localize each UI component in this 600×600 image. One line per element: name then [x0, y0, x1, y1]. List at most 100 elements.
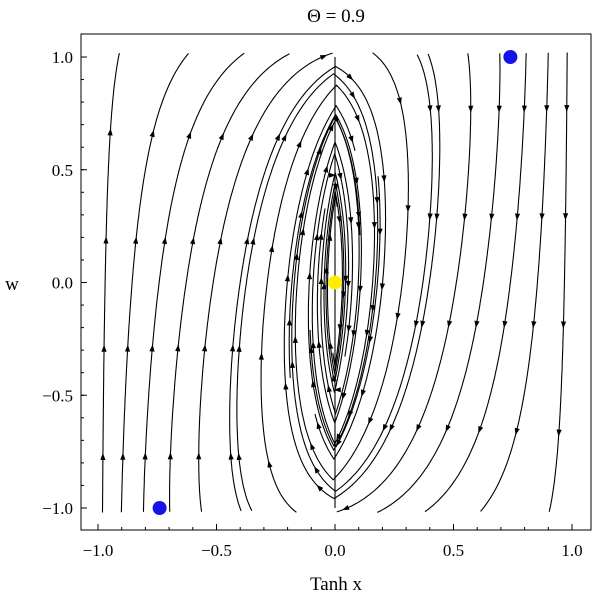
streamline-arrow	[342, 505, 350, 510]
streamline-arrow	[316, 340, 322, 348]
streamline-arrow	[564, 105, 570, 112]
streamline-arrow	[343, 275, 349, 283]
streamline-arrow	[186, 131, 192, 139]
streamline	[236, 73, 379, 512]
streamline-arrow	[100, 453, 106, 460]
streamline-arrow	[496, 105, 502, 113]
streamline-arrow	[445, 424, 451, 433]
x-tick-label: 1.0	[561, 541, 582, 560]
streamline-arrow	[268, 245, 275, 253]
markers	[152, 50, 518, 515]
streamline-arrow	[304, 168, 309, 176]
streamline-arrow	[107, 128, 113, 136]
streamline-arrow	[468, 105, 474, 113]
streamline-arrow	[236, 344, 242, 352]
streamline-arrow	[133, 236, 139, 244]
streamline-arrow	[328, 124, 334, 132]
streamline-arrow	[427, 213, 433, 221]
streamline-arrow	[345, 280, 351, 288]
streamline-arrow	[420, 320, 426, 328]
streamline-arrow	[556, 429, 562, 437]
streamline-arrow	[371, 222, 377, 229]
streamline-arrow	[161, 236, 167, 245]
streamline-arrow	[190, 237, 196, 245]
streamline-arrow	[346, 73, 354, 81]
streamline-arrow	[323, 165, 329, 173]
streamline-arrow	[274, 133, 281, 141]
fixed-point-marker	[503, 50, 518, 64]
streamline-arrow	[318, 277, 324, 285]
streamline-arrow	[333, 387, 341, 393]
streamline-arrow	[228, 452, 234, 460]
streamline-arrow	[531, 321, 537, 329]
streamline-arrow	[368, 335, 374, 344]
streamline-arrow	[395, 312, 401, 320]
streamline-arrow	[196, 452, 202, 460]
streamline-arrow	[382, 423, 388, 432]
streamline-arrow	[364, 329, 370, 337]
streamline-arrow	[124, 344, 131, 352]
streamline-arrow	[377, 228, 383, 236]
streamline-arrow	[348, 410, 354, 418]
streamline-arrow	[244, 237, 250, 245]
x-tick-label: 0.0	[324, 541, 345, 560]
streamline-arrow	[311, 380, 317, 388]
streamline	[198, 52, 333, 512]
streamline-arrow	[427, 105, 433, 113]
chart-title: Θ = 0.9	[307, 6, 365, 27]
streamline-arrow	[348, 135, 354, 143]
streamline-arrow	[370, 304, 376, 313]
streamline-arrow	[447, 320, 453, 328]
y-tick-label: 0.0	[52, 274, 73, 293]
streamline-arrow	[416, 424, 422, 432]
streamline-arrow	[286, 318, 292, 326]
streamline	[336, 53, 472, 513]
streamline	[480, 52, 549, 512]
streamline-arrow	[462, 213, 468, 221]
y-tick-label: −1.0	[42, 499, 73, 518]
streamline	[169, 53, 290, 512]
streamline-arrow	[336, 439, 342, 447]
streamline-arrow	[379, 283, 386, 291]
streamline-arrow	[368, 417, 374, 425]
fixed-point-marker	[152, 501, 167, 515]
streamline-arrow	[310, 442, 316, 451]
y-axis-label: w	[5, 274, 19, 295]
streamline-arrow	[340, 291, 347, 299]
streamline-arrow	[284, 274, 290, 282]
streamline-arrow	[337, 172, 343, 181]
streamline-arrow	[354, 114, 360, 123]
x-axis: −1.0 −0.5 0.0 0.5 1.0	[83, 524, 583, 560]
streamline-arrow	[381, 175, 387, 183]
streamline-arrow	[514, 213, 521, 221]
streamline-arrow	[357, 285, 363, 293]
streamline-arrow	[435, 105, 441, 113]
streamline-arrow	[258, 352, 264, 360]
streamline-arrow	[356, 211, 362, 219]
x-tick-label: −1.0	[83, 541, 114, 560]
streamline-arrow	[560, 321, 567, 329]
streamline-arrow	[321, 282, 327, 290]
streamline-arrow	[434, 213, 440, 221]
y-tick-label: −0.5	[42, 386, 73, 405]
streamline-arrow	[336, 433, 342, 441]
x-tick-label: −0.5	[201, 541, 232, 560]
streamline-arrow	[349, 91, 355, 99]
plot-area	[80, 33, 592, 531]
streamline-arrow	[396, 97, 402, 105]
streamline-arrow	[539, 213, 545, 221]
streamline-arrow	[341, 392, 347, 400]
streamline-arrow	[142, 452, 148, 460]
streamlines	[100, 52, 570, 513]
streamline	[294, 52, 409, 481]
streamline-arrow	[149, 344, 155, 352]
streamline	[142, 52, 245, 512]
streamline	[424, 53, 527, 513]
streamline	[101, 52, 120, 513]
streamline	[377, 53, 501, 513]
streamline-arrow	[283, 382, 289, 390]
streamline-arrow	[478, 425, 484, 434]
streamline-arrow	[319, 54, 328, 60]
streamline-arrow	[298, 210, 304, 219]
